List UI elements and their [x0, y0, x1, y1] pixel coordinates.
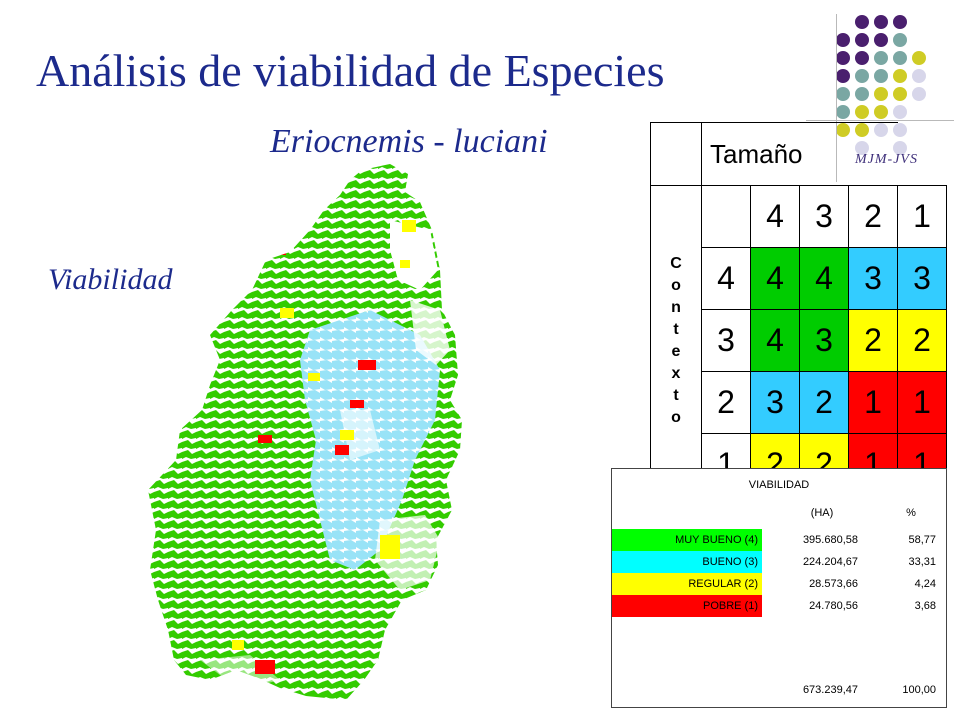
decorative-dot: [893, 69, 907, 83]
decorative-dot: [836, 87, 850, 101]
col-header-1: 1: [897, 185, 947, 248]
decorative-dot: [836, 105, 850, 119]
context-letter: e: [671, 342, 681, 360]
stats-row-label: POBRE (1): [612, 595, 762, 617]
decorative-vertical-line: [836, 14, 837, 182]
decorative-dot: [836, 69, 850, 83]
stats-row-ha: 395.680,58: [802, 534, 858, 546]
decorative-dot: [874, 105, 888, 119]
decorative-dot: [855, 33, 869, 47]
stats-row: REGULAR (2) 28.573,66 4,24: [612, 573, 946, 595]
matrix-cell: 2: [848, 309, 898, 372]
decorative-dot: [874, 51, 888, 65]
stats-row-label: BUENO (3): [612, 551, 762, 573]
row-header-3: 3: [701, 309, 751, 372]
stats-row-ha: 224.204,67: [802, 556, 858, 568]
stats-row-ha: 28.573,66: [809, 578, 858, 590]
matrix-blank-cell: [701, 185, 751, 248]
viability-map: [148, 164, 462, 700]
matrix-cell: 1: [848, 371, 898, 434]
viability-label: Viabilidad: [48, 263, 173, 296]
stats-row: MUY BUENO (4) 395.680,58 58,77: [612, 529, 946, 551]
decorative-dot: [893, 51, 907, 65]
decorative-dot: [855, 69, 869, 83]
context-letter: C: [670, 254, 682, 272]
decorative-dot: [912, 69, 926, 83]
matrix-cell: 3: [897, 247, 947, 310]
matrix-row-3: 3 4 3 2 2: [651, 309, 947, 372]
context-letter: t: [673, 386, 679, 404]
matrix-cell: 4: [799, 247, 849, 310]
stats-row-pct: 58,77: [908, 534, 936, 546]
context-letter: t: [673, 320, 679, 338]
context-letter: o: [671, 276, 681, 294]
row-header-4: 4: [701, 247, 751, 310]
decorative-dot: [893, 33, 907, 47]
stats-row-label: MUY BUENO (4): [612, 529, 762, 551]
stats-row-label: REGULAR (2): [612, 573, 762, 595]
matrix-cell: 3: [750, 371, 800, 434]
context-letter: x: [671, 364, 681, 382]
decorative-dot: [874, 15, 888, 29]
col-header-4: 4: [750, 185, 800, 248]
col-header-2: 2: [848, 185, 898, 248]
stats-row-ha: 24.780,56: [809, 600, 858, 612]
decorative-dot: [893, 105, 907, 119]
stats-total-pct: 100,00: [902, 684, 936, 696]
matrix-cell: 2: [897, 309, 947, 372]
stats-row-pct: 3,68: [914, 600, 936, 612]
viability-stats-table: VIABILIDAD (HA) % MUY BUENO (4) 395.680,…: [611, 468, 947, 708]
decorative-horizontal-line: [806, 120, 954, 121]
decorative-dot: [874, 69, 888, 83]
decorative-dot: [912, 87, 926, 101]
matrix-cell: 4: [750, 247, 800, 310]
stats-total-ha: 673.239,47: [802, 684, 858, 696]
matrix-cell: 3: [799, 309, 849, 372]
stats-col-ha: (HA): [810, 507, 834, 519]
stats-row-pct: 33,31: [908, 556, 936, 568]
stats-total-row: 673.239,47 100,00: [612, 679, 946, 701]
context-letter: n: [671, 298, 681, 316]
decorative-dot: [912, 51, 926, 65]
stats-row-pct: 4,24: [914, 578, 936, 590]
decorative-dot: [855, 51, 869, 65]
row-header-2: 2: [701, 371, 751, 434]
decorative-dot: [855, 87, 869, 101]
matrix-row-4: 4 4 4 3 3: [651, 247, 947, 310]
matrix-cell: 3: [848, 247, 898, 310]
decorative-dot: [855, 105, 869, 119]
decorative-dot: [836, 51, 850, 65]
page-title: Análisis de viabilidad de Especies: [36, 45, 665, 96]
stats-row: BUENO (3) 224.204,67 33,31: [612, 551, 946, 573]
matrix-corner: [650, 122, 702, 186]
decorative-dot: [836, 33, 850, 47]
decorative-dot: [874, 87, 888, 101]
matrix-row-2: 2 3 2 1 1: [651, 371, 947, 434]
decorative-dot: [874, 33, 888, 47]
size-header: Tamaño: [701, 122, 898, 186]
species-subtitle: Eriocnemis - luciani: [270, 123, 548, 160]
matrix-cell: 4: [750, 309, 800, 372]
decorative-dot: [893, 87, 907, 101]
stats-row: POBRE (1) 24.780,56 3,68: [612, 595, 946, 617]
col-header-3: 3: [799, 185, 849, 248]
stats-col-pct: %: [906, 507, 916, 519]
matrix-cell: 1: [897, 371, 947, 434]
stats-title: VIABILIDAD: [748, 479, 810, 491]
decorative-dot: [855, 15, 869, 29]
context-letter: o: [671, 408, 681, 426]
matrix-cell: 2: [799, 371, 849, 434]
decorative-dot: [893, 15, 907, 29]
